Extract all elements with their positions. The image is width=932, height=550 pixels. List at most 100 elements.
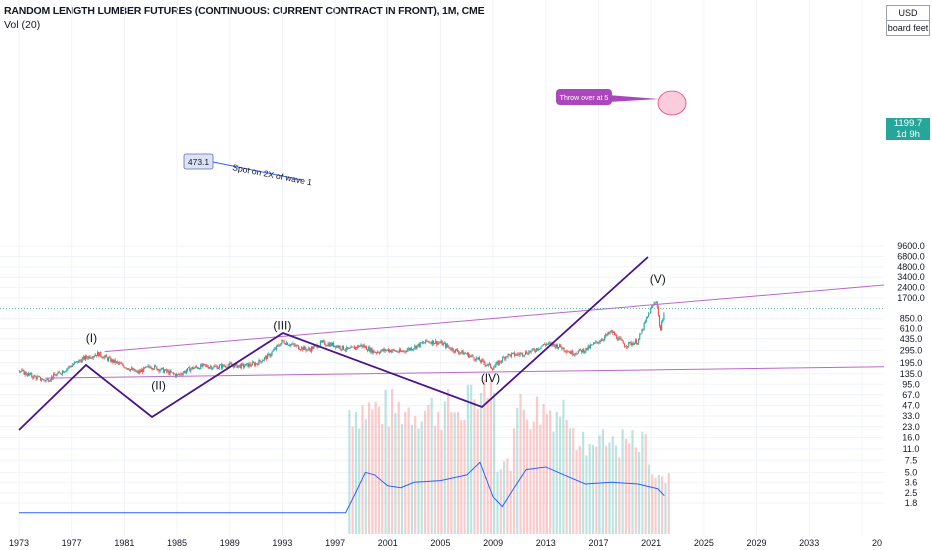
candle-body (27, 373, 29, 376)
candle-body (517, 353, 519, 355)
candle-body (376, 351, 378, 353)
candle-body (638, 338, 640, 344)
candle-body (250, 365, 252, 367)
candle-body (473, 357, 475, 360)
candle-body (435, 340, 437, 344)
y-tick-label: 9600.0 (897, 241, 925, 251)
candle-body (620, 338, 622, 340)
candle-body (203, 363, 205, 365)
candle-body (644, 321, 646, 323)
volume-bar (578, 445, 581, 534)
candle-body (313, 345, 315, 349)
throw-over-highlight (657, 90, 687, 116)
x-tick-label: 2033 (799, 538, 819, 548)
candle-body (176, 374, 178, 377)
candle-body (532, 348, 534, 350)
candle-body (496, 361, 498, 364)
candle-body (514, 352, 516, 356)
candle-body (128, 369, 130, 371)
candle-body (375, 352, 377, 354)
candle-body (126, 368, 128, 370)
candle-body (47, 378, 49, 382)
unit-button[interactable]: board feet (886, 20, 930, 36)
candle-body (57, 371, 59, 374)
candle-body (641, 329, 643, 334)
y-tick-label: 435.0 (900, 334, 923, 344)
candle-body (504, 357, 506, 360)
volume-bar (361, 405, 364, 534)
candle-body (237, 365, 239, 368)
candle-body (576, 353, 578, 355)
candle-body (518, 354, 520, 356)
callout-pointer (608, 95, 659, 102)
candle-body (77, 361, 79, 363)
x-tick-label: 2009 (483, 538, 503, 548)
candle-body (258, 359, 260, 365)
candle-body (538, 349, 540, 350)
candle-body (31, 373, 33, 377)
candle-body (151, 368, 154, 370)
volume-bar (664, 482, 667, 534)
candle-body (555, 344, 557, 348)
candle-body (192, 367, 194, 370)
candle-body (652, 305, 654, 307)
currency-button[interactable]: USD (886, 5, 930, 21)
candle-body (173, 373, 175, 375)
candle-body (398, 349, 400, 353)
candle-body (609, 332, 611, 334)
candle-body (223, 364, 225, 367)
wave-label: (I) (86, 331, 97, 345)
candle-body (198, 368, 200, 369)
volume-bar (397, 401, 400, 534)
candle-body (101, 356, 103, 358)
candle-body (616, 334, 618, 339)
volume-bar (585, 455, 588, 534)
x-tick-label: 2005 (430, 538, 450, 548)
candle-body (565, 351, 567, 353)
volume-bar (470, 384, 473, 534)
candle-body (114, 359, 116, 364)
candle-body (549, 342, 551, 344)
candle-body (278, 345, 280, 346)
candle-body (486, 364, 488, 366)
volume-bar (651, 474, 654, 534)
candle-body (521, 352, 523, 356)
candle-body (133, 368, 135, 371)
candle-body (420, 342, 422, 344)
candle-body (560, 344, 562, 348)
candle-body (161, 367, 163, 369)
last-price-tag: 1199.7 1d 9h (886, 118, 930, 140)
candle-body (588, 345, 590, 349)
candle-body (359, 345, 361, 348)
candle-body (142, 369, 144, 373)
candle-body (363, 345, 365, 348)
volume-bar (483, 380, 486, 534)
y-tick-label: 11.0 (903, 444, 920, 454)
candle-body (447, 344, 449, 347)
candle-body (379, 352, 381, 354)
candle-body (129, 369, 132, 371)
candle-body (42, 379, 44, 380)
candle-body (261, 360, 263, 363)
candle-body (189, 367, 191, 372)
candle-body (135, 371, 137, 373)
volume-indicator-label[interactable]: Vol (20) (4, 19, 41, 31)
volume-bar (496, 471, 499, 534)
candle-body (599, 341, 601, 343)
volume-bar (657, 475, 660, 534)
volume-bar (641, 431, 644, 534)
candle-body (377, 351, 380, 353)
candle-body (330, 343, 332, 346)
candle-body (640, 333, 642, 335)
candle-body (630, 342, 632, 346)
candle-body (204, 364, 206, 366)
candle-body (522, 355, 524, 357)
candle-body (30, 373, 32, 375)
candle-body (370, 348, 372, 352)
candle-body (319, 341, 321, 346)
grid (0, 0, 884, 536)
candle-body (516, 353, 518, 356)
candle-body (252, 362, 254, 364)
candle-body (224, 366, 226, 367)
